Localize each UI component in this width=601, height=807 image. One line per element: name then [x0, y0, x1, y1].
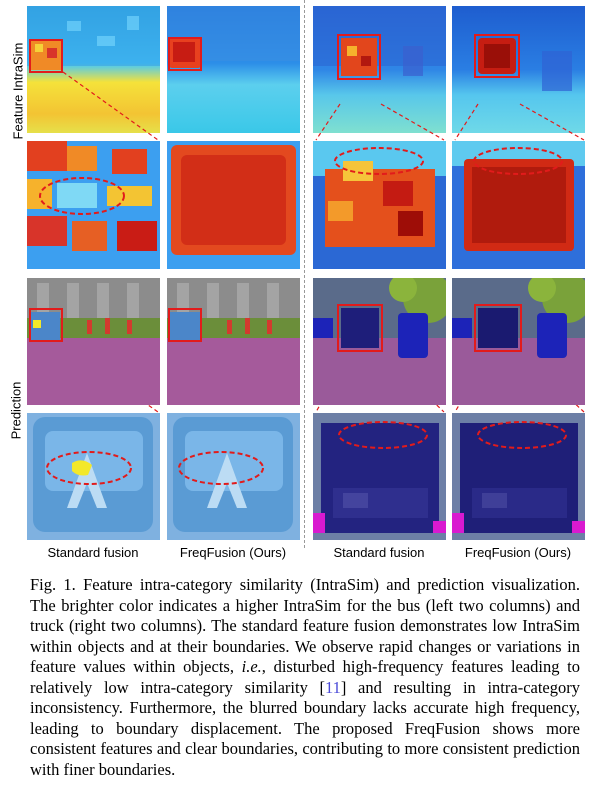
caption-text-1: Fig. 1. Feature intra-category similarit… — [30, 575, 580, 676]
prediction-bus-freqfusion — [167, 278, 300, 405]
prediction-truck-freqfusion-zoom — [452, 413, 585, 540]
heatmap-bus-standard — [27, 6, 160, 133]
prediction-truck-standard-zoom — [313, 413, 446, 540]
heatmap-bus-freqfusion-zoom — [167, 141, 300, 269]
prediction-truck-standard — [313, 278, 446, 405]
prediction-bus-freqfusion-zoom — [167, 413, 300, 540]
zoom-box — [474, 304, 522, 352]
caption-ie: i.e. — [241, 657, 262, 676]
figure-caption: Fig. 1. Feature intra-category similarit… — [30, 575, 580, 780]
zoom-box — [474, 34, 520, 78]
heatmap-truck-standard — [313, 6, 446, 133]
prediction-bus-standard — [27, 278, 160, 405]
column-group-divider — [304, 0, 305, 548]
column-caption-1: Standard fusion — [47, 545, 139, 560]
zoom-box — [29, 39, 63, 73]
column-caption-4: FreqFusion (Ours) — [464, 545, 572, 560]
zoom-box — [168, 308, 202, 342]
heatmap-truck-standard-zoom — [313, 141, 446, 269]
column-caption-2: FreqFusion (Ours) — [179, 545, 287, 560]
zoom-box — [29, 308, 63, 342]
prediction-truck-freqfusion — [452, 278, 585, 405]
prediction-bus-standard-zoom — [27, 413, 160, 540]
column-caption-3: Standard fusion — [333, 545, 425, 560]
citation-link[interactable]: 11 — [325, 677, 341, 697]
heatmap-bus-standard-zoom — [27, 141, 160, 269]
heatmap-truck-freqfusion-zoom — [452, 141, 585, 269]
heatmap-bus-freqfusion — [167, 6, 300, 133]
zoom-box — [168, 37, 202, 71]
caption-text-2: , disturbed high-frequency features lead… — [30, 657, 580, 697]
zoom-box — [337, 34, 381, 80]
zoom-box — [337, 304, 383, 352]
caption-text-3: ] and resulting in intra-category incons… — [30, 677, 580, 779]
heatmap-truck-freqfusion — [452, 6, 585, 133]
